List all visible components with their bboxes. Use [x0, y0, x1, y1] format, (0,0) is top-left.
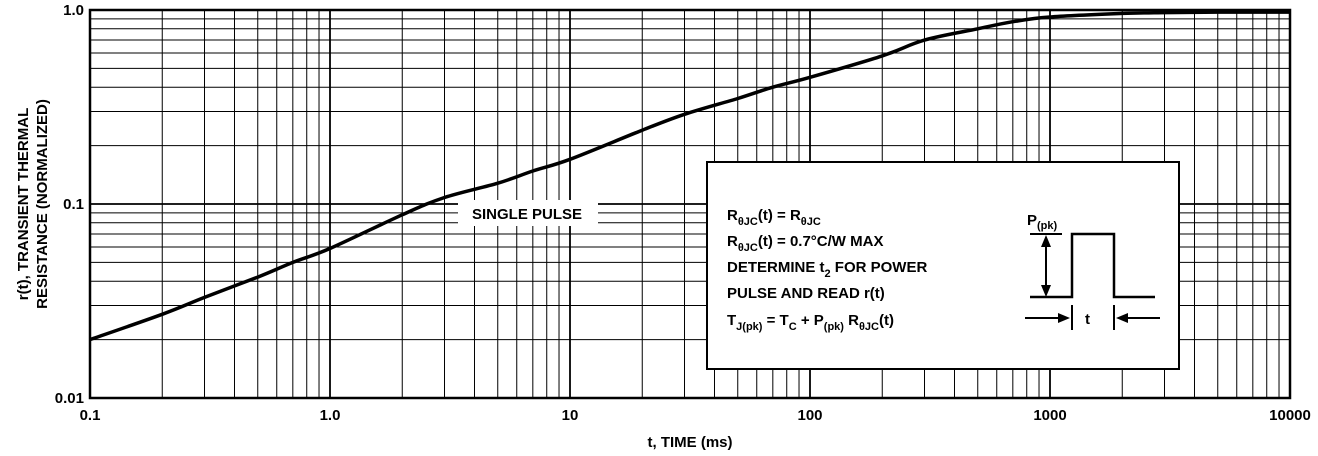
single-pulse-label: SINGLE PULSE: [472, 206, 582, 223]
annotation-box-frame: [706, 161, 1180, 370]
pulse-waveform: [1030, 232, 1155, 299]
single-pulse-label-bg: [458, 200, 598, 226]
annotation-line-4: PULSE AND READ r(t): [727, 285, 885, 302]
x-tick-label: 10000: [1269, 407, 1311, 424]
plot-frame: [88, 8, 1292, 400]
pulse-height-arrow-down: [1041, 285, 1051, 297]
annotation-line-5: TJ(pk) = TC + P(pk) RθJC(t): [727, 312, 894, 333]
x-tick-label: 100: [797, 407, 822, 424]
pulse-diagram: P(pk) t: [1025, 212, 1160, 330]
y-tick-label: 0.1: [63, 196, 84, 213]
x-tick-labels: 0.1 1.0 10 100 1000 10000: [80, 407, 1311, 424]
y-tick-label: 1.0: [63, 2, 84, 19]
y-tick-label: 0.01: [55, 390, 84, 407]
annotation-line-2: RθJC(t) = 0.7°C/W MAX: [727, 233, 883, 254]
y-axis-label-line-2: RESISTANCE (NORMALIZED): [34, 99, 51, 309]
x-tick-label: 0.1: [80, 407, 101, 424]
x-tick-label: 1000: [1033, 407, 1066, 424]
pulse-width-arrow-right-head: [1116, 313, 1128, 323]
x-axis-label: t, TIME (ms): [648, 434, 733, 451]
annotation-box: RθJC(t) = RθJC RθJC(t) = 0.7°C/W MAX DET…: [706, 161, 1180, 370]
x-tick-label: 10: [562, 407, 579, 424]
y-axis-label-line-1: r(t), TRANSIENT THERMAL: [15, 108, 32, 300]
pulse-width-label: t: [1085, 311, 1090, 328]
single-pulse-curve: [89, 10, 1290, 342]
y-tick-labels: 0.01 0.1 1.0: [55, 2, 84, 407]
pulse-width-arrow-left-head: [1058, 313, 1070, 323]
x-tick-label: 1.0: [320, 407, 341, 424]
annotation-line-3: DETERMINE t2 FOR POWER: [727, 259, 927, 280]
pulse-height-arrow-up: [1041, 235, 1051, 247]
